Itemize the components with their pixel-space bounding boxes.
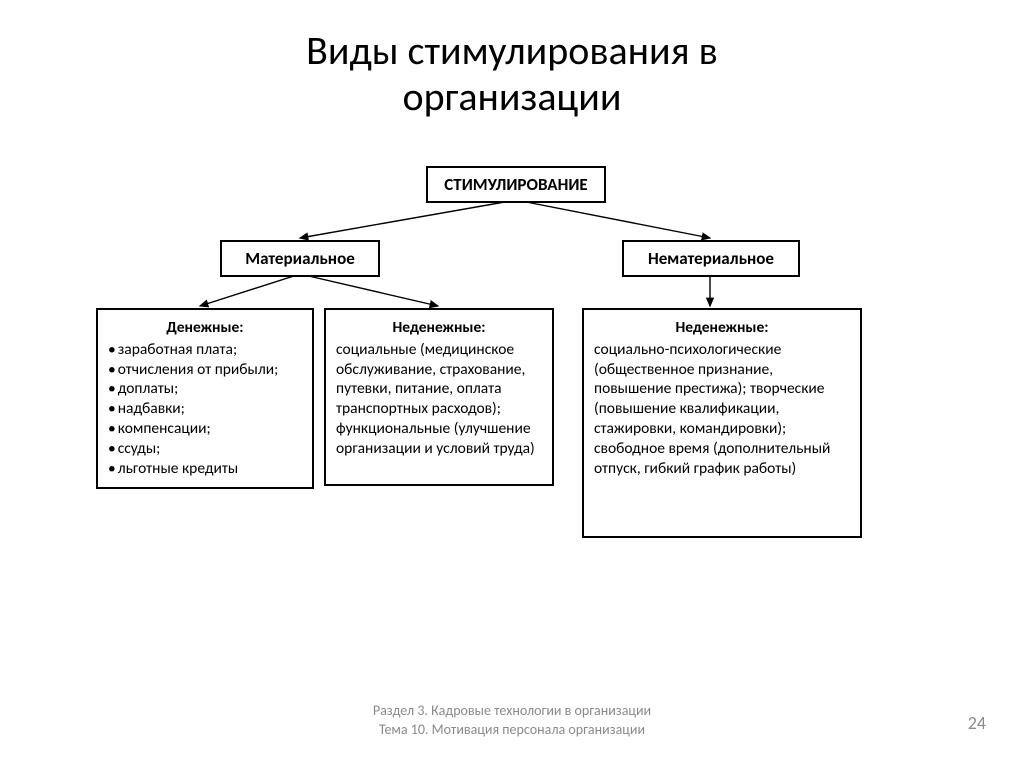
node-root: СТИМУЛИРОВАНИЕ — [426, 166, 606, 203]
node-nonmaterial: Нематериальное — [622, 240, 800, 277]
list-item: ссуды; — [108, 439, 302, 459]
list-item: надбавки; — [108, 399, 302, 419]
page-number: 24 — [968, 712, 986, 734]
detail-nonmonetary-nonmaterial: Неденежные: социально-психологические (о… — [582, 308, 862, 538]
node-nonmaterial-label: Нематериальное — [648, 248, 774, 269]
detail-nonmonetary-material: Неденежные: социальные (медицинское обсл… — [324, 308, 554, 486]
list-item: компенсации; — [108, 419, 302, 439]
node-material: Материальное — [220, 240, 380, 277]
list-item: заработная плата; — [108, 340, 302, 360]
node-material-label: Материальное — [245, 248, 355, 269]
diagram-area: СТИМУЛИРОВАНИЕ Материальное Нематериальн… — [0, 140, 1024, 620]
title-line-1: Виды стимулирования в — [306, 26, 718, 75]
footer-line-1: Раздел 3. Кадровые технологии в организа… — [373, 702, 651, 719]
title-line-2: организации — [403, 72, 622, 121]
node-root-label: СТИМУЛИРОВАНИЕ — [444, 174, 587, 195]
list-item: отчисления от прибыли; — [108, 360, 302, 380]
detail-nonmonetary-nonmaterial-heading: Неденежные: — [594, 318, 850, 338]
detail-monetary-heading: Денежные: — [108, 318, 302, 338]
slide-footer: Раздел 3. Кадровые технологии в организа… — [0, 702, 1024, 740]
detail-nonmonetary-nonmaterial-body: социально-психологические (общественное … — [594, 340, 850, 479]
detail-nonmonetary-material-heading: Неденежные: — [336, 318, 542, 338]
list-item: льготные кредиты — [108, 459, 302, 479]
detail-monetary-list: заработная плата;отчисления от прибыли;д… — [108, 340, 302, 479]
footer-line-2: Тема 10. Мотивация персонала организации — [379, 721, 645, 738]
detail-monetary: Денежные: заработная плата;отчисления от… — [96, 308, 314, 489]
detail-nonmonetary-material-body: социальные (медицинское обслуживание, ст… — [336, 340, 542, 459]
list-item: доплаты; — [108, 379, 302, 399]
slide-title: Виды стимулирования в организации — [0, 0, 1024, 120]
